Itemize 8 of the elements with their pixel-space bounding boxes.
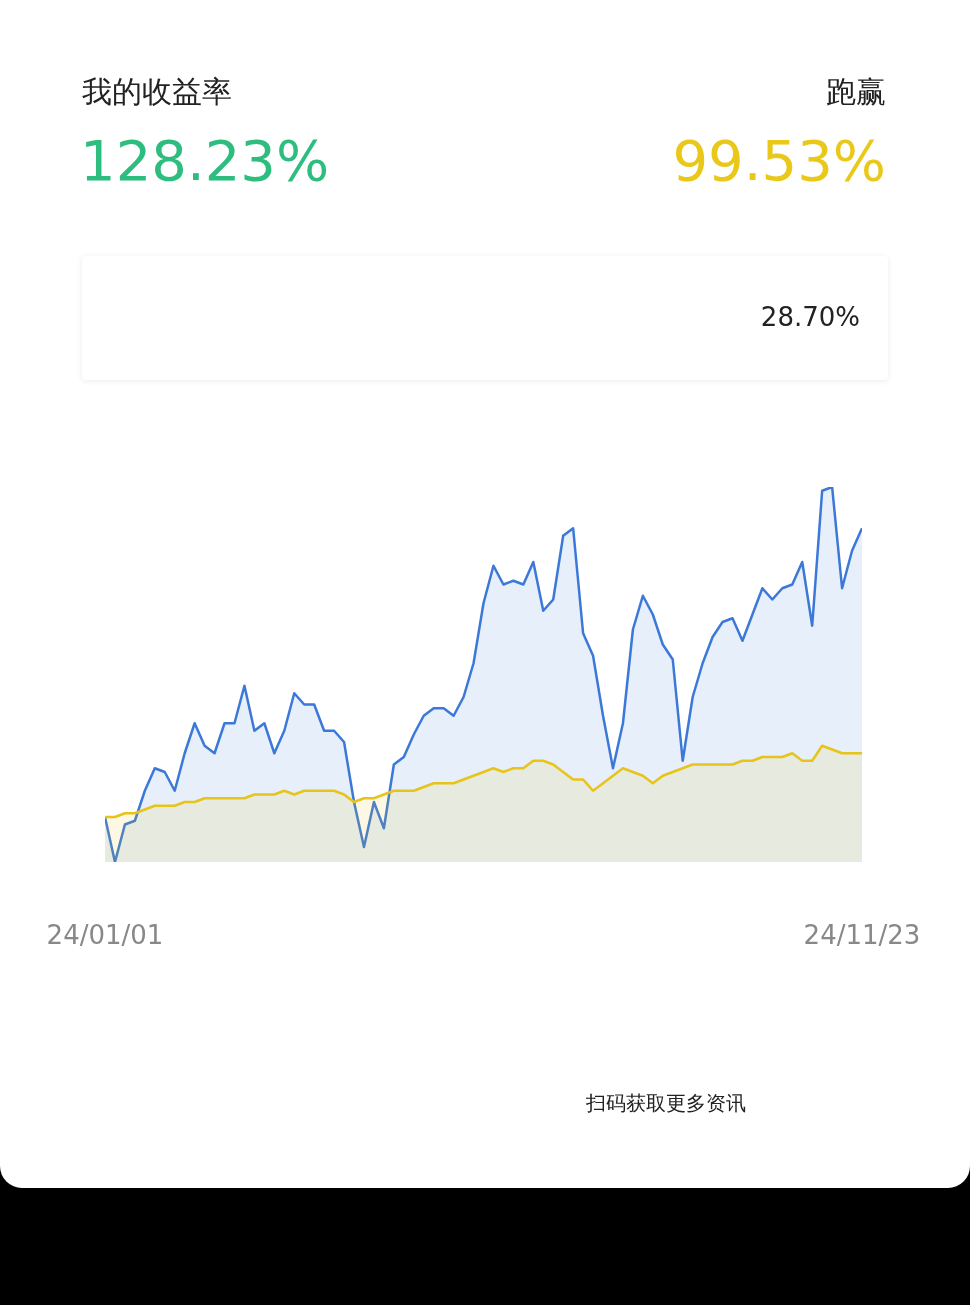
- text: 99.53%: [672, 128, 886, 193]
- x-tick-label: 24/01/01: [46, 920, 164, 951]
- x-tick-label: 24/11/23: [803, 920, 921, 951]
- text: 扫码获取更多资讯: [586, 1090, 746, 1117]
- text: 128.23%: [80, 128, 330, 193]
- text: 28.70%: [760, 302, 860, 332]
- text: 跑赢: [826, 73, 886, 111]
- text: 我的收益率: [82, 73, 232, 111]
